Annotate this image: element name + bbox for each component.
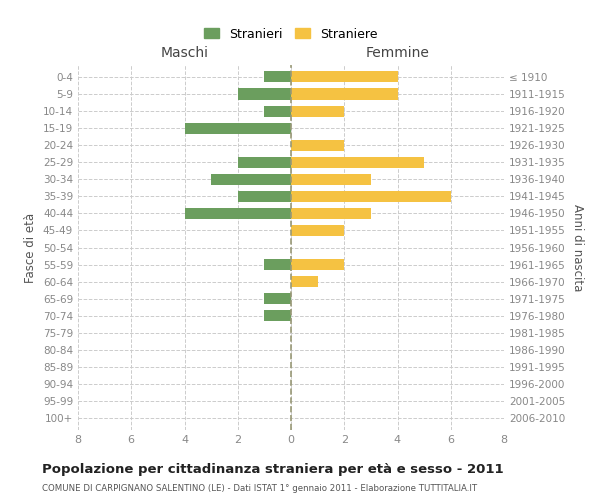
Bar [291,174,371,185]
Bar [291,72,398,83]
Bar [291,140,344,150]
Bar [291,88,398,100]
Y-axis label: Anni di nascita: Anni di nascita [571,204,584,291]
Bar [291,156,424,168]
Bar [185,208,291,219]
Bar [265,72,291,83]
Bar [265,106,291,117]
Bar [238,191,291,202]
Bar [265,293,291,304]
Bar [238,88,291,100]
Bar [265,310,291,322]
Bar [291,225,344,236]
Bar [291,191,451,202]
Bar [238,156,291,168]
Bar [185,122,291,134]
Bar [265,259,291,270]
Text: Maschi: Maschi [161,46,209,60]
Text: COMUNE DI CARPIGNANO SALENTINO (LE) - Dati ISTAT 1° gennaio 2011 - Elaborazione : COMUNE DI CARPIGNANO SALENTINO (LE) - Da… [42,484,477,493]
Y-axis label: Fasce di età: Fasce di età [25,212,37,282]
Text: Popolazione per cittadinanza straniera per età e sesso - 2011: Popolazione per cittadinanza straniera p… [42,462,503,475]
Bar [291,276,317,287]
Bar [291,208,371,219]
Legend: Stranieri, Straniere: Stranieri, Straniere [200,24,382,44]
Text: Femmine: Femmine [365,46,430,60]
Bar [291,106,344,117]
Bar [211,174,291,185]
Bar [291,259,344,270]
